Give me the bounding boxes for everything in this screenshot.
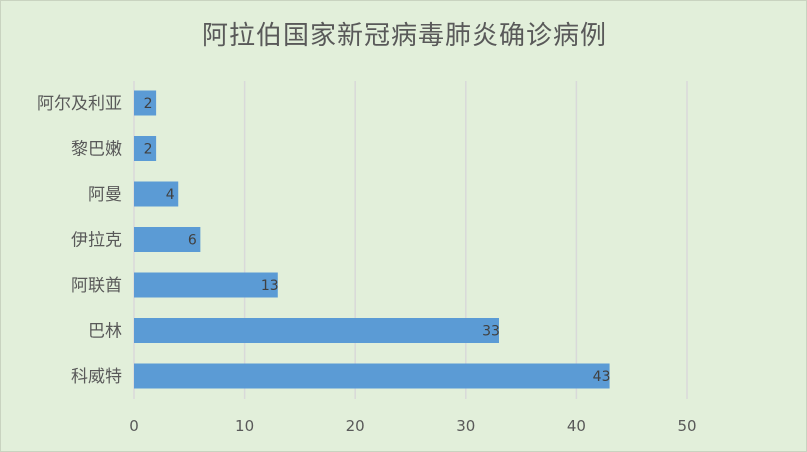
- category-label-1: 阿尔及利亚: [37, 94, 122, 114]
- data-label-2: 2: [144, 142, 153, 158]
- x-tick-label-0: 0: [129, 417, 139, 435]
- bar-7: [134, 363, 610, 389]
- x-tick-label-20: 20: [346, 417, 365, 435]
- bar-2: [134, 136, 157, 161]
- bar-6: [134, 318, 499, 343]
- bar-3: [134, 181, 179, 207]
- category-label-2: 黎巴嫩: [71, 140, 122, 160]
- x-tick-label-40: 40: [567, 417, 586, 435]
- category-label-6: 巴林: [88, 322, 122, 342]
- category-label-4: 伊拉克: [71, 231, 122, 251]
- category-label-3: 阿曼: [88, 185, 122, 205]
- bar-4: [134, 227, 201, 252]
- data-label-7: 43: [593, 369, 611, 385]
- labels: 0 10 20 30 40 50 阿尔及利亚 2 黎巴嫩 2 阿曼 4 伊拉克 6 阿联酋 13 巴林 33 科威特…: [37, 94, 697, 435]
- x-tick-label-30: 30: [456, 417, 475, 435]
- gridlines: [133, 81, 688, 399]
- data-label-1: 2: [144, 96, 153, 112]
- data-label-4: 6: [188, 233, 197, 249]
- bars: [134, 90, 610, 389]
- data-label-3: 4: [166, 187, 175, 203]
- chart-title: 阿拉伯国家新冠病毒肺炎确诊病例: [201, 21, 607, 51]
- bar-1: [134, 90, 157, 116]
- category-label-5: 阿联酋: [71, 276, 122, 296]
- data-label-6: 33: [482, 324, 500, 340]
- bar-5: [134, 272, 278, 298]
- category-label-7: 科威特: [71, 367, 122, 387]
- data-label-5: 13: [261, 278, 279, 294]
- x-tick-label-50: 50: [677, 417, 696, 435]
- x-tick-label-10: 10: [235, 417, 254, 435]
